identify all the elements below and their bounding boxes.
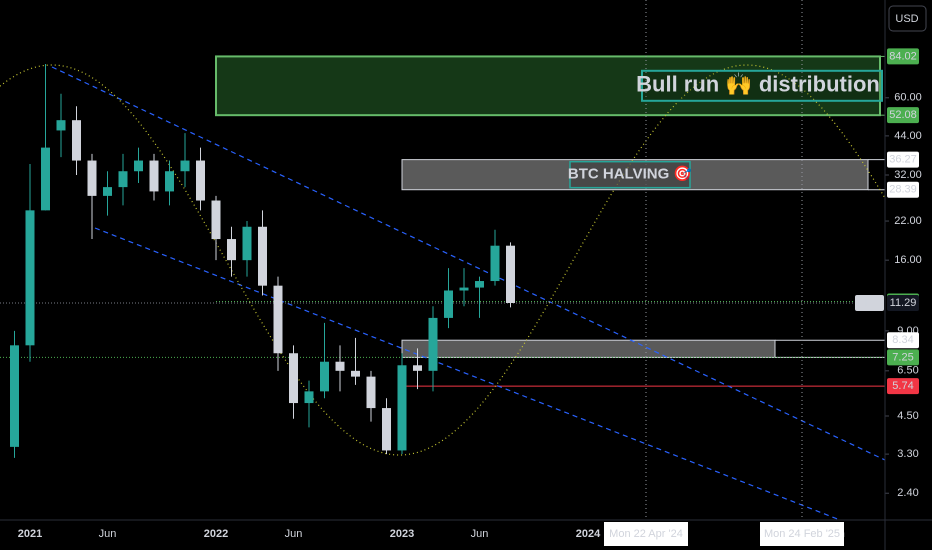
zone-label: Bull run 🙌 distribution [636,72,880,97]
candle-body [490,245,500,282]
zone-price-tag: 84.02 [889,50,917,62]
candle-body [258,226,267,286]
layer-axis: 2.403.304.506.509.0016.0022.0032.0044.00… [18,48,922,546]
candle-body [366,376,376,409]
zone-label-box [641,69,883,102]
y-tick-label: 44.00 [894,130,922,142]
layer-grid [885,97,889,494]
zone-label: BTC HALVING 🎯 [568,165,693,183]
cycle-curve [0,64,886,456]
candle-body [413,365,422,371]
x-tick-label: 2021 [18,528,42,540]
currency-label: USD [895,13,918,25]
candle-body [289,353,298,404]
marker-label: Mon 24 Feb '25 [764,528,840,540]
candle-body [165,171,174,192]
trend-line [94,227,841,521]
candle-body [25,210,35,346]
y-tick-label: 3.30 [897,448,918,460]
layer-zones [215,55,885,358]
last-price-box [887,294,919,311]
series-name-box [855,294,884,311]
candle-body [56,120,66,131]
candle-body [304,391,314,404]
x-tick-label: 2024 [576,528,601,540]
candle-body [149,160,159,192]
marker-label: Mon 22 Apr '24 [609,528,683,540]
candle-body [227,239,236,261]
y-tick-label: 2.40 [897,487,918,499]
series-name: RIOT [856,297,883,309]
candle-body [459,287,469,291]
candle-body [506,245,515,303]
x-tick-label: 2022 [204,528,228,540]
y-tick-label: 22.00 [894,215,922,227]
candle-body [351,370,360,377]
price-zone [401,339,776,358]
candle-body [87,160,97,196]
candle-body [382,408,391,451]
zone-label-box [569,160,691,189]
layer-candles [10,63,515,458]
price-zone [215,55,881,117]
marker-label-box [604,522,688,546]
candle-body [72,120,81,161]
layer-zone-labels: Bull run 🙌 distribution BTC HALVING 🎯 [568,69,883,189]
candle-body [196,160,205,201]
zone-price-tag-box [887,349,919,366]
zone-price-tag-box [887,107,919,124]
zone-price-tag: 8.34 [892,334,913,346]
candle-body [475,281,484,288]
candle-body [320,361,329,392]
x-tick-label: Jun [471,528,489,540]
candle-body [103,187,112,196]
x-tick-label: Jun [285,528,303,540]
last-price: 11.29 [890,297,917,309]
currency-button[interactable] [888,5,927,32]
zone-price-tag: 52.08 [889,109,917,121]
candle-body [10,345,19,447]
zone-price-tag-box [887,181,919,198]
level-price-tag: 5.74 [892,380,913,392]
candle-body [41,147,50,211]
y-tick-label: 6.50 [897,365,918,377]
zone-price-tag-box [887,151,919,168]
candle-body [242,226,252,261]
candle-body [118,171,128,188]
candle-body [273,285,283,354]
zone-price-tag: 36.27 [889,154,917,166]
level-price-tag-box [887,378,919,395]
candle-body [180,160,190,172]
zone-price-tag-box [887,332,919,349]
trend-line [51,66,886,461]
zone-price-tag-box [887,48,919,65]
y-tick-label: 60.00 [894,92,922,104]
zone-price-tag: 7.25 [892,351,913,363]
zone-price-tag: 28.39 [889,184,917,196]
y-tick-label: 32.00 [894,169,922,181]
candle-body [134,160,143,172]
layer-drawings [0,0,886,521]
candle-body [428,317,438,371]
x-tick-label: Jun [99,528,117,540]
y-tick-label: 16.00 [894,254,922,266]
candle-body [444,290,453,318]
x-tick-label: 2023 [390,528,414,540]
candle-body [335,361,345,371]
y-tick-label: 4.50 [897,410,918,422]
candle-body [211,200,221,240]
candle-body [397,365,407,451]
marker-label-box [760,522,844,546]
